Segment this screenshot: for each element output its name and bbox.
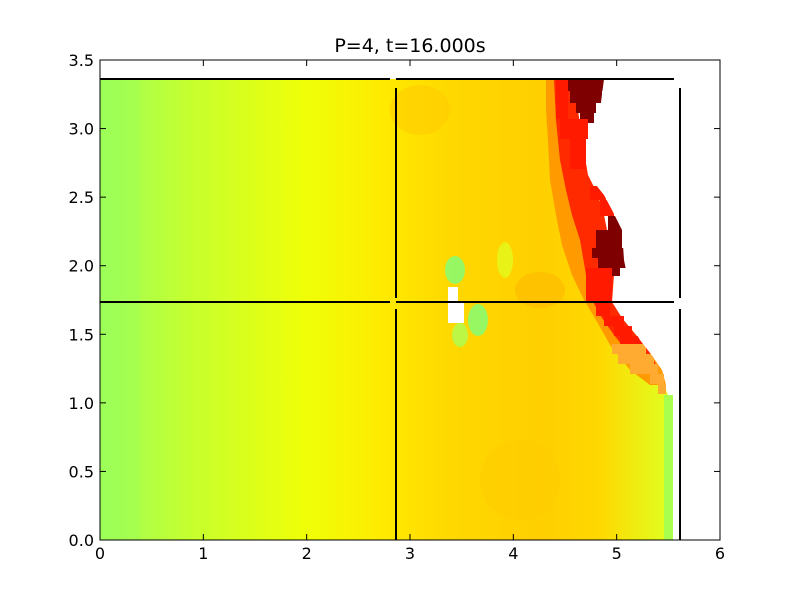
field-green-blob <box>445 256 465 284</box>
x-tick-label: 3 <box>405 544 415 563</box>
dark-red-blocks <box>566 79 628 276</box>
red-steps <box>556 79 642 344</box>
x-tick-label: 1 <box>198 544 208 563</box>
field-orange-blob <box>480 440 560 520</box>
x-tick-label: 4 <box>508 544 518 563</box>
y-tick-label: 3.0 <box>69 120 94 139</box>
top-margin-band <box>100 60 720 79</box>
y-tick-label: 1.5 <box>69 325 94 344</box>
x-tick-label: 5 <box>612 544 622 563</box>
x-tick-label: 0 <box>95 544 105 563</box>
y-tick-label: 2.0 <box>69 257 94 276</box>
field-green-blob <box>497 242 513 278</box>
void-region <box>588 79 720 540</box>
field-left-band <box>100 79 140 540</box>
partition-lines <box>100 78 681 540</box>
field-green-blob <box>468 304 488 336</box>
field-region <box>100 79 668 540</box>
void-hole <box>448 287 458 303</box>
heatmap-field <box>100 79 720 540</box>
field-orange-blob <box>515 272 565 308</box>
chart-title: P=4, t=16.000s <box>334 35 485 57</box>
y-tick-label: 2.5 <box>69 188 94 207</box>
y-tick-label: 0.5 <box>69 462 94 481</box>
x-tick-label: 2 <box>302 544 312 563</box>
field-orange-blob <box>390 85 450 135</box>
field-edge-strip <box>664 395 673 540</box>
y-tick-label: 1.0 <box>69 394 94 413</box>
pale-steps <box>612 344 666 394</box>
field-green-blob <box>452 323 468 347</box>
void-hole <box>448 303 464 323</box>
y-tick-label: 3.5 <box>69 51 94 70</box>
x-tick-label: 6 <box>715 544 725 563</box>
y-tick-label: 0.0 <box>69 531 94 550</box>
